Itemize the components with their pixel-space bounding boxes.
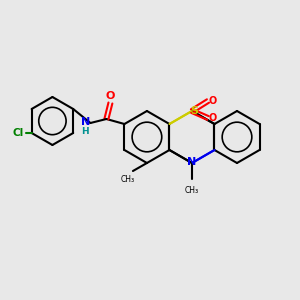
- Text: Cl: Cl: [12, 128, 23, 138]
- Text: O: O: [209, 96, 217, 106]
- Text: CH₃: CH₃: [121, 175, 135, 184]
- Text: O: O: [209, 113, 217, 123]
- Text: CH₃: CH₃: [185, 186, 199, 195]
- Text: S: S: [190, 106, 198, 116]
- Text: O: O: [106, 91, 115, 101]
- Text: N: N: [187, 157, 196, 167]
- Text: N: N: [81, 117, 90, 127]
- Text: H: H: [82, 127, 89, 136]
